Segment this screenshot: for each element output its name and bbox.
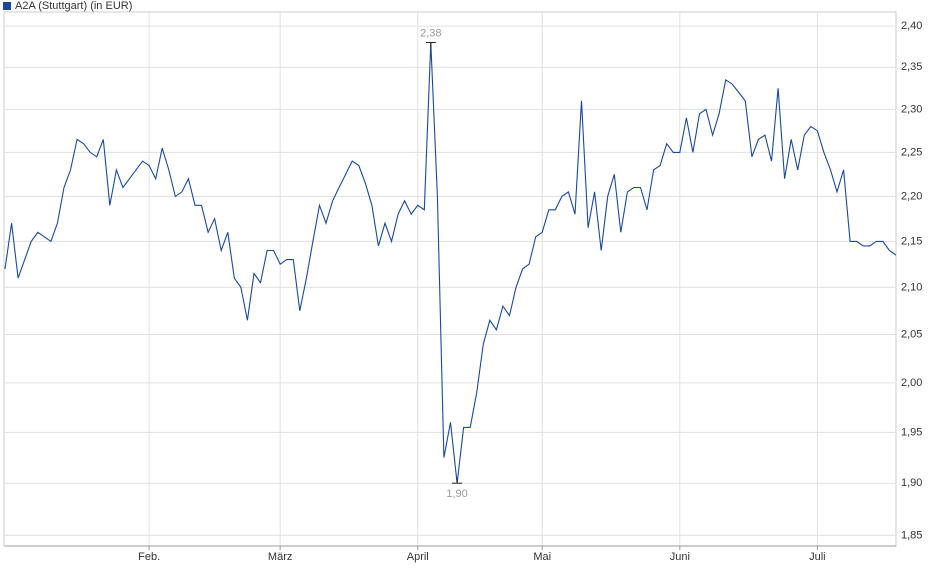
x-tick-label: Mai [533, 551, 551, 563]
x-tick-label: Feb. [138, 551, 160, 563]
extreme-label: 2,38 [420, 27, 441, 39]
price-line [4, 42, 897, 484]
y-tick-label: 2,30 [901, 103, 922, 115]
extreme-label: 1,90 [446, 488, 467, 500]
x-tick-label: Juni [670, 551, 690, 563]
x-tick-label: Juli [809, 551, 826, 563]
plot-frame [3, 11, 897, 547]
legend-swatch [3, 2, 11, 10]
y-tick-label: 2,25 [901, 146, 922, 158]
y-tick-label: 1,90 [901, 477, 922, 489]
y-tick-label: 2,40 [901, 20, 922, 32]
y-tick-label: 2,05 [901, 328, 922, 340]
y-tick-label: 2,10 [901, 281, 922, 293]
y-tick-label: 2,20 [901, 190, 922, 202]
x-tick-label: März [268, 551, 292, 563]
y-tick-label: 1,95 [901, 426, 922, 438]
y-tick-label: 2,35 [901, 61, 922, 73]
y-tick-label: 1,85 [901, 529, 922, 541]
y-tick-label: 2,15 [901, 235, 922, 247]
y-tick-label: 2,00 [901, 377, 922, 389]
x-tick-label: April [407, 551, 429, 563]
legend-label: A2A (Stuttgart) (in EUR) [15, 0, 132, 12]
